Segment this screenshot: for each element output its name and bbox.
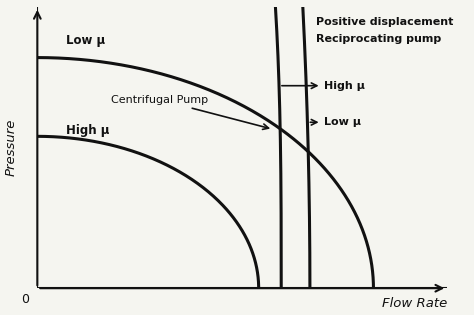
Text: High μ: High μ — [282, 81, 365, 91]
Text: Pressure: Pressure — [4, 119, 17, 176]
Text: Reciprocating pump: Reciprocating pump — [316, 34, 441, 44]
Text: Flow Rate: Flow Rate — [382, 297, 447, 310]
Text: Low μ: Low μ — [66, 34, 105, 47]
Text: 0: 0 — [21, 293, 29, 306]
Text: High μ: High μ — [66, 124, 109, 137]
Text: Centrifugal Pump: Centrifugal Pump — [111, 95, 269, 129]
Text: Low μ: Low μ — [310, 117, 361, 127]
Text: Positive displacement: Positive displacement — [316, 17, 454, 27]
